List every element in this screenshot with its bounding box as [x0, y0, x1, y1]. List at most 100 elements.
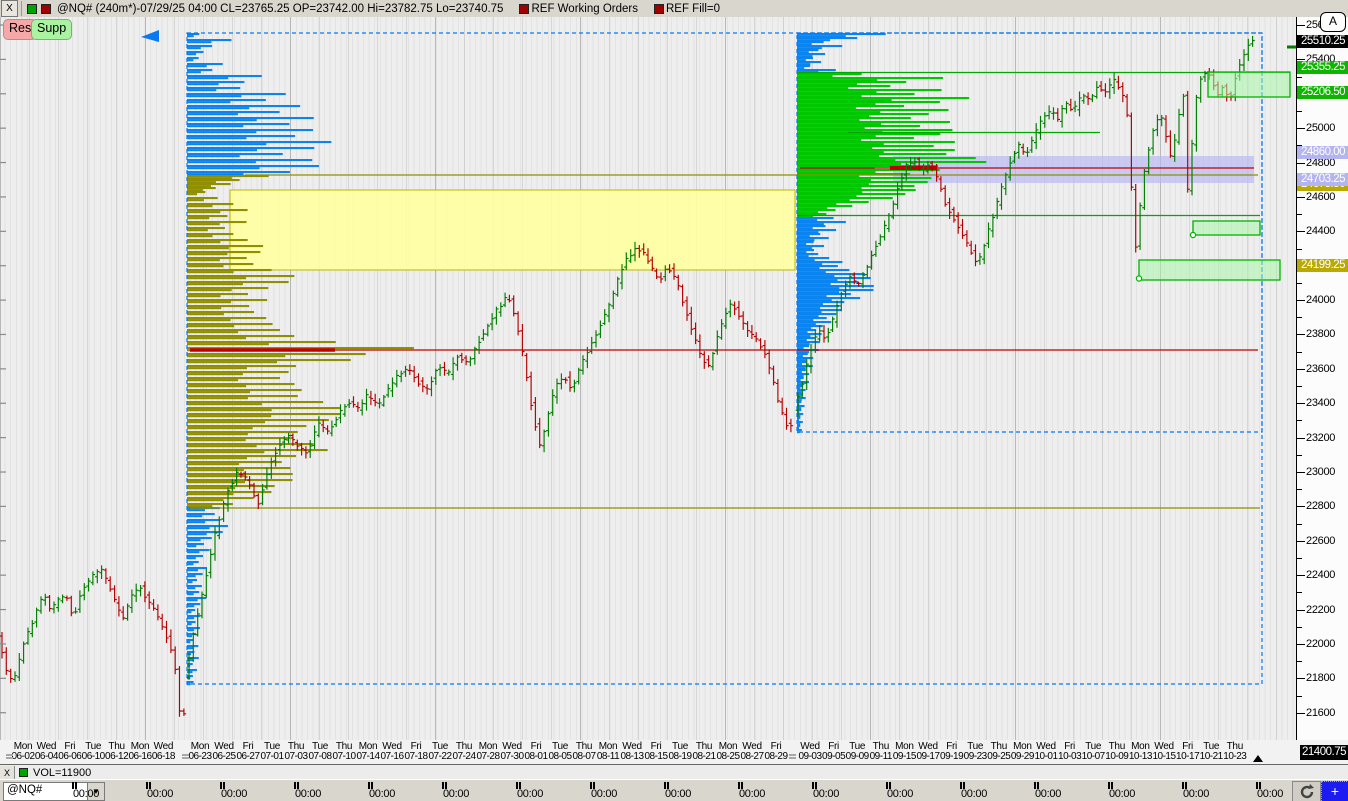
- date-axis[interactable]: 21400.75 Mon 06-02 Wed 06-04 Fri 06-06 Tue 06-1…: [0, 740, 1348, 764]
- zone-anchor-marker[interactable]: [1189, 231, 1197, 239]
- arrow-annotation-icon[interactable]: [141, 30, 159, 42]
- volume-profile-bar: [797, 357, 814, 360]
- date-axis-day: Fri: [64, 741, 76, 752]
- volume-profile-bar: [187, 509, 206, 512]
- date-axis-date: 06-10: [81, 751, 106, 762]
- volume-profile-bar: [187, 365, 296, 368]
- volume-profile-bar: [187, 191, 206, 194]
- zone-anchor-marker[interactable]: [1135, 275, 1143, 282]
- chevron-down-icon[interactable]: ▼: [87, 783, 104, 800]
- price-axis[interactable]: 2560025400252002500024800246002440024200…: [1296, 17, 1348, 740]
- price-tick: [1297, 196, 1305, 198]
- volume-profile-bar: [797, 107, 856, 110]
- ref-fill-legend: REF Fill=0: [652, 3, 720, 15]
- titlebar-divider: [21, 1, 22, 16]
- reload-chart-button[interactable]: [1292, 781, 1321, 801]
- time-scale-label: 00:00: [1256, 788, 1284, 800]
- volume-profile-bar: [797, 219, 818, 222]
- symbol-value[interactable]: @NQ#: [7, 784, 43, 796]
- volume-profile-bar: [797, 303, 823, 306]
- contract-section-separator: [789, 754, 796, 756]
- date-axis-day: Mon: [1013, 741, 1032, 752]
- support-zone-box[interactable]: [1207, 71, 1291, 98]
- price-tick-label: 22200: [1306, 603, 1336, 616]
- add-button[interactable]: +: [1321, 781, 1348, 801]
- volume-profile-bar: [797, 193, 906, 196]
- volume-profile-bar: [187, 427, 253, 430]
- volume-profile-bar: [187, 451, 265, 454]
- volume-profile-bar: [187, 385, 247, 388]
- date-axis-date: 07-22: [428, 751, 452, 762]
- volume-profile-bar: [797, 123, 882, 126]
- chart-title-bar: X @NQ# (240m*)-07/29/25 04:00 CL=23765.2…: [0, 0, 1348, 18]
- volume-profile-bar: [187, 35, 194, 38]
- date-axis-date: 08-19: [668, 751, 692, 762]
- volume-profile-bar: [797, 407, 802, 410]
- volume-profile-bar: [187, 331, 239, 334]
- price-tick: [1297, 489, 1302, 491]
- volume-profile-bar: [797, 259, 815, 262]
- volume-profile-bar: [187, 259, 220, 262]
- price-tick-label: 22000: [1306, 637, 1336, 650]
- volume-profile-bar: [797, 355, 803, 358]
- auto-scale-button[interactable]: A: [1320, 12, 1346, 32]
- date-axis-date: 07-16: [380, 751, 404, 762]
- volume-profile-bar: [187, 491, 272, 494]
- volume-profile-bar: [187, 681, 194, 684]
- date-axis-date: 09-25: [987, 751, 1011, 762]
- volume-profile-bar: [797, 389, 806, 392]
- price-highlight-label-25355.25: 25355.25: [1297, 60, 1348, 74]
- volume-profile-bar: [187, 89, 217, 92]
- price-tick: [1297, 162, 1305, 164]
- price-tick: [1297, 592, 1302, 594]
- support-tool-button[interactable]: Supp: [31, 19, 73, 40]
- volume-profile-bar: [187, 245, 264, 248]
- price-tick: [1297, 472, 1305, 474]
- volume-profile-bar: [187, 361, 278, 364]
- volume-profile-bar: [187, 241, 221, 244]
- volume-profile-bar: [187, 409, 272, 412]
- close-icon[interactable]: X: [1, 0, 18, 17]
- volume-profile-bar: [187, 329, 280, 332]
- volume-profile-bar: [797, 37, 858, 40]
- volume-profile-bar: [797, 187, 862, 190]
- volume-profile-bar: [797, 229, 837, 232]
- volume-profile-bar: [797, 247, 812, 250]
- volume-profile-bar: [187, 593, 194, 596]
- price-chart-canvas[interactable]: [0, 17, 1296, 740]
- price-tick: [1297, 403, 1305, 405]
- price-tick: [1297, 110, 1302, 112]
- date-axis-day: Tue: [264, 741, 280, 752]
- volume-profile-bar: [797, 393, 804, 396]
- volume-profile-bar: [187, 445, 257, 448]
- chart-plot-area[interactable]: [0, 17, 1296, 740]
- volume-profile-bar: [797, 103, 876, 106]
- volume-profile-bar: [797, 191, 863, 194]
- time-scale-tick: [368, 782, 370, 789]
- time-scale-label: 00:00: [1108, 788, 1136, 800]
- volume-profile-bar: [797, 77, 943, 80]
- volume-profile-bar: [797, 195, 857, 198]
- price-tick: [1297, 231, 1305, 233]
- volume-profile-bar: [187, 545, 197, 548]
- time-scale-tick: [146, 782, 148, 789]
- contract-section-separator: [182, 754, 189, 756]
- volume-profile-bar: [797, 63, 811, 66]
- volume-profile-bar: [187, 563, 194, 566]
- volume-profile-bar: [187, 373, 243, 376]
- volume-profile-bar: [797, 271, 826, 274]
- volume-profile-bar: [187, 641, 191, 644]
- support-zone-box[interactable]: [1138, 259, 1281, 281]
- volume-profile-bar: [797, 141, 955, 144]
- volume-profile-bar: [187, 105, 301, 108]
- support-zone-box[interactable]: [1192, 220, 1261, 236]
- volume-profile-bar: [797, 39, 831, 42]
- volume-profile-bar: [797, 307, 821, 310]
- volume-profile-bar: [797, 345, 810, 348]
- time-scale-tick: [1108, 782, 1110, 789]
- volume-profile-bar: [187, 33, 200, 36]
- volume-panel-close-icon[interactable]: X: [0, 766, 15, 779]
- price-tick-label: 22600: [1306, 534, 1336, 547]
- volume-profile-bar: [797, 363, 803, 366]
- volume-profile-bar: [187, 173, 244, 176]
